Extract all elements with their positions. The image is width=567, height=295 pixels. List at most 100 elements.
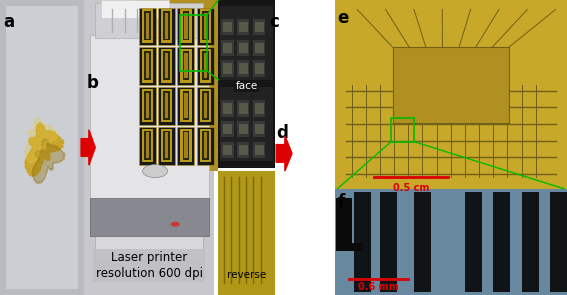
Bar [184,93,188,118]
Bar [237,121,249,137]
Bar [223,145,232,155]
Bar [144,131,151,160]
Bar [392,47,509,123]
Bar [177,47,194,85]
Bar [380,192,397,292]
Bar [335,0,567,189]
Bar [161,9,172,43]
Bar [180,15,207,71]
Bar [101,0,169,18]
Circle shape [171,222,180,227]
Bar [139,8,156,45]
Bar [414,192,431,292]
Bar [177,8,194,45]
Bar [253,19,265,35]
Text: a: a [3,13,15,31]
Bar [522,192,539,292]
Bar [253,142,265,158]
Bar [163,91,170,120]
Bar [146,53,149,78]
Text: e: e [337,9,349,27]
Bar [183,131,189,160]
Bar [200,89,211,122]
Polygon shape [32,138,65,184]
Bar [220,6,273,80]
Bar [197,87,214,125]
Bar [163,131,170,160]
Bar [144,51,151,80]
Bar [180,129,192,162]
Bar [95,230,203,260]
Polygon shape [24,117,58,163]
Text: b: b [87,74,99,92]
Bar [165,13,168,39]
Bar [221,121,234,137]
Bar [239,103,248,114]
Bar [144,91,151,120]
Bar [95,3,203,38]
Bar [139,47,156,85]
Bar [183,11,189,40]
Bar [239,43,248,53]
Bar [354,192,371,292]
Bar [163,51,170,80]
Bar [239,145,248,155]
Bar [204,13,207,39]
Bar [335,189,567,295]
Bar [465,192,482,292]
Bar [493,192,510,292]
Circle shape [143,165,168,178]
Bar [165,93,168,118]
Bar [146,93,149,118]
Bar [391,118,414,142]
Bar [183,51,189,80]
Bar [255,43,264,53]
Bar [255,103,264,114]
Bar [221,100,234,117]
Bar [180,89,192,122]
Bar [237,19,249,35]
Bar [142,49,153,83]
Bar [158,87,175,125]
Bar [239,63,248,74]
Bar [221,40,234,56]
Bar [253,100,265,117]
Bar [253,40,265,56]
Bar [200,129,211,162]
Bar [180,49,192,83]
Bar [161,129,172,162]
Bar [184,53,188,78]
Bar [161,49,172,83]
Bar [158,127,175,165]
FancyArrow shape [276,136,292,171]
Bar [218,0,275,168]
Text: reverse: reverse [227,270,266,280]
Bar [161,89,172,122]
Bar [142,89,153,122]
Bar [220,87,273,161]
Text: face: face [235,81,258,91]
Bar [336,243,363,251]
Bar [158,8,175,45]
Bar [221,19,234,35]
Bar [223,43,232,53]
Bar [90,198,209,236]
Bar [139,87,156,125]
Bar [183,91,189,120]
Bar [142,129,153,162]
Bar [163,11,170,40]
Bar [239,124,248,134]
Text: f: f [337,193,345,211]
Bar [146,132,149,158]
Bar [197,47,214,85]
Bar [90,35,209,236]
Text: Laser printer
resolution 600 dpi: Laser printer resolution 600 dpi [96,252,202,279]
Bar [550,192,567,292]
Bar [204,53,207,78]
Bar [165,53,168,78]
Bar [0,0,84,295]
Bar [165,132,168,158]
Bar [202,131,209,160]
Bar [255,63,264,74]
Bar [202,11,209,40]
